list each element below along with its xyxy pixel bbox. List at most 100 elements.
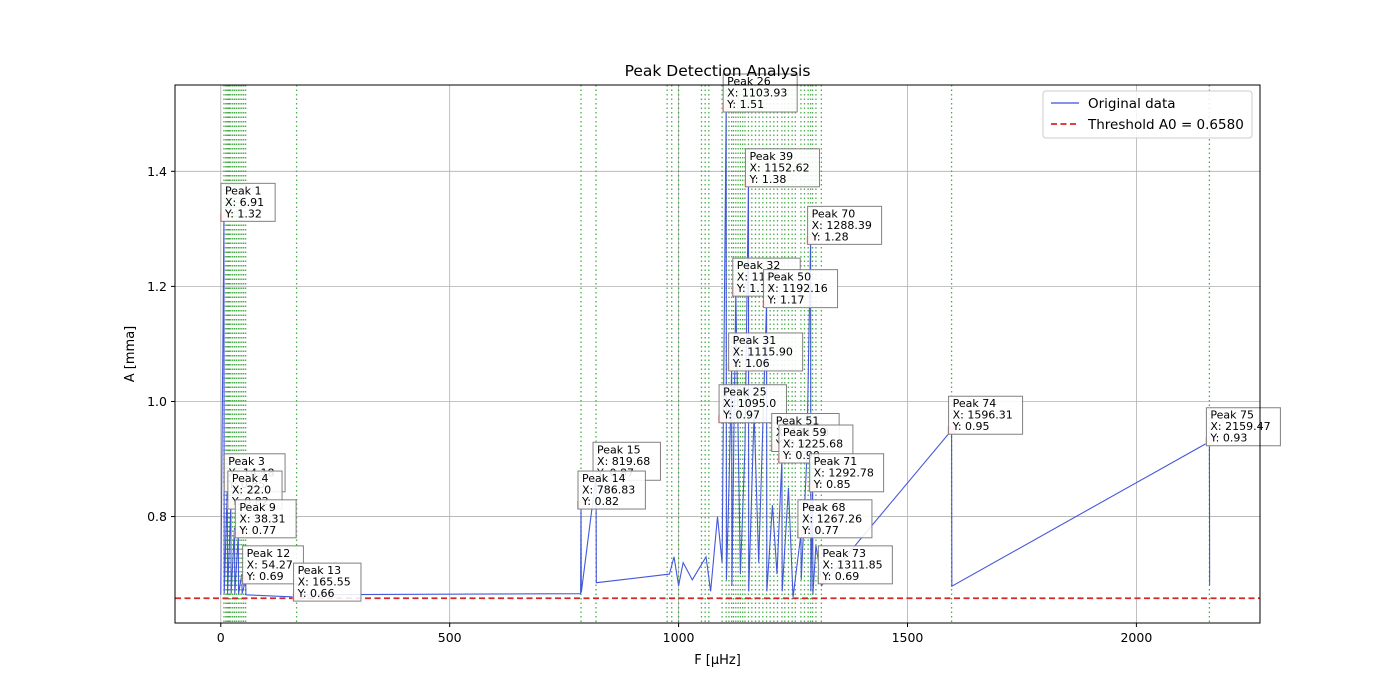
peak-annotation-text: X: 54.27: [247, 558, 293, 571]
peak-annotation-box: [722, 73, 798, 113]
peak-annotation-text: Peak 71: [814, 455, 858, 468]
peak-annotation-text: X: 6.91: [225, 196, 264, 209]
peak-annotation-text: X: 786.83: [582, 484, 635, 497]
x-tick-label: 1500: [892, 630, 924, 645]
peak-annotation-text: Y: 0.82: [581, 495, 619, 508]
chart-title: Peak Detection Analysis: [625, 62, 811, 80]
x-tick-label: 0: [217, 630, 225, 645]
y-tick-label: 1.0: [147, 394, 167, 409]
peak-annotation-text: Peak 25: [723, 386, 767, 399]
peak-annotation-text: X: 22.0: [232, 484, 271, 497]
peak-annotation: Peak 26X: 1103.93Y: 1.51: [722, 73, 798, 113]
peak-annotation: Peak 70X: 1288.39Y: 1.28: [807, 205, 883, 245]
peak-annotation-box: [948, 395, 1024, 435]
x-tick-label: 2000: [1120, 630, 1152, 645]
peak-annotation-box: [293, 562, 362, 602]
peak-annotation-text: X: 38.31: [239, 512, 285, 525]
peak-annotation-box: [220, 182, 276, 222]
peak-annotation-text: Peak 32: [737, 259, 781, 272]
peak-annotation-text: X: 1095.0: [723, 397, 776, 410]
peak-annotation-text: X: 1115.90: [733, 345, 793, 358]
x-tick-label: 500: [438, 630, 462, 645]
peak-annotation-text: Peak 4: [232, 472, 269, 485]
peak-annotation-text: X: 819.68: [597, 455, 650, 468]
peak-annotation-text: Peak 15: [597, 443, 641, 456]
peak-annotation-box: [817, 545, 893, 585]
peak-annotation-box: [1205, 407, 1281, 447]
peak-annotation-text: X: 1225.68: [783, 438, 843, 451]
peak-annotation-text: Y: 0.97: [722, 409, 760, 422]
y-tick-label: 0.8: [147, 509, 167, 524]
peak-annotation-box: [809, 453, 885, 493]
peak-annotation: Peak 31X: 1115.90Y: 1.06: [728, 332, 804, 372]
peak-annotation-text: Y: 1.28: [811, 230, 849, 243]
peak-annotation-text: X: 1267.26: [802, 512, 862, 525]
peak-annotation-text: Peak 51: [776, 415, 820, 428]
peak-annotation: Peak 25X: 1095.0Y: 0.97: [718, 384, 787, 424]
peak-annotation-text: Y: 1.38: [748, 173, 786, 186]
peak-annotation-text: X: 1192.16: [768, 282, 828, 295]
peak-annotation-text: Y: 0.85: [813, 478, 851, 491]
peak-annotation-text: Y: 0.77: [238, 524, 276, 537]
peak-annotation: Peak 1X: 6.91Y: 1.32: [220, 182, 276, 222]
peak-annotation-text: Peak 9: [239, 501, 276, 514]
peak-annotation-text: Y: 0.77: [801, 524, 839, 537]
peak-annotation-text: Peak 14: [582, 472, 626, 485]
peak-annotation-text: Y: 1.51: [726, 98, 764, 111]
peak-annotation: Peak 14X: 786.83Y: 0.82: [577, 470, 646, 510]
peak-annotation-box: [728, 332, 804, 372]
peak-annotation-text: Peak 1: [225, 184, 262, 197]
y-tick-label: 1.2: [147, 279, 167, 294]
peak-annotation-text: Peak 13: [298, 564, 342, 577]
plot-frame: [174, 84, 1261, 624]
peak-annotation-text: X: 1103.93: [727, 87, 787, 100]
peak-annotation: Peak 50X: 1192.16Y: 1.17: [763, 269, 839, 309]
peak-annotation-text: Y: 0.69: [821, 570, 859, 583]
legend-label: Original data: [1088, 96, 1176, 112]
peak-annotation-text: Peak 39: [749, 150, 793, 163]
peak-annotation-box: [797, 499, 873, 539]
peak-annotation-text: X: 1292.78: [814, 466, 874, 479]
peak-annotation-box: [807, 205, 883, 245]
peak-annotation-box: [234, 499, 297, 539]
peak-annotation: Peak 75X: 2159.47Y: 0.93: [1205, 407, 1281, 447]
peak-annotation-text: Peak 50: [768, 271, 812, 284]
peak-annotation: Peak 71X: 1292.78Y: 0.85: [809, 453, 885, 493]
peak-annotation-box: [763, 269, 839, 309]
peak-annotation: Peak 39X: 1152.62Y: 1.38: [744, 148, 820, 188]
peak-annotation-text: Y: 0.93: [1209, 432, 1247, 445]
peak-annotation-text: X: 1311.85: [822, 558, 882, 571]
peak-annotation-box: [744, 148, 820, 188]
legend-label: Threshold A0 = 0.6580: [1087, 117, 1244, 133]
peak-annotation-text: Y: 0.66: [297, 587, 335, 600]
legend: Original data Threshold A0 = 0.6580: [1042, 90, 1253, 139]
legend-box: [1042, 90, 1253, 139]
peak-annotation-text: Peak 12: [247, 547, 291, 560]
y-tick-label: 1.4: [147, 164, 167, 179]
peak-annotation-text: Peak 75: [1210, 409, 1254, 422]
peak-annotation-text: Y: 1.32: [224, 207, 262, 220]
peak-annotation-text: X: 165.55: [298, 576, 351, 589]
axis-ticks: 0 500 1000 1500 2000 0.8 1.0 1.2 1.4: [147, 164, 1152, 645]
peak-annotation-text: Peak 70: [812, 207, 856, 220]
x-axis-label: F [μHz]: [694, 653, 741, 668]
peak-annotation-text: Peak 31: [733, 334, 777, 347]
peak-annotation-text: Y: 1.06: [732, 357, 770, 370]
peak-annotation-text: Y: 0.95: [952, 420, 990, 433]
peak-annotation: Peak 73X: 1311.85Y: 0.69: [817, 545, 893, 585]
peak-annotation-text: Peak 68: [802, 501, 846, 514]
peak-annotation: Peak 9X: 38.31Y: 0.77: [234, 499, 297, 539]
peak-annotation-text: Peak 74: [953, 397, 997, 410]
peak-annotation: Peak 74X: 1596.31Y: 0.95: [948, 395, 1024, 435]
peak-annotation-text: Peak 3: [228, 455, 265, 468]
peak-annotation: Peak 13X: 165.55Y: 0.66: [293, 562, 362, 602]
peak-annotation-text: X: 1288.39: [812, 219, 872, 232]
y-axis-label: A [mma]: [123, 326, 138, 382]
peak-annotation-text: X: 1596.31: [953, 409, 1013, 422]
x-tick-label: 1000: [663, 630, 695, 645]
peak-annotation-text: Peak 59: [783, 426, 827, 439]
peak-annotation-text: X: 2159.47: [1210, 420, 1270, 433]
peak-annotation-text: X: 1152.62: [749, 161, 809, 174]
